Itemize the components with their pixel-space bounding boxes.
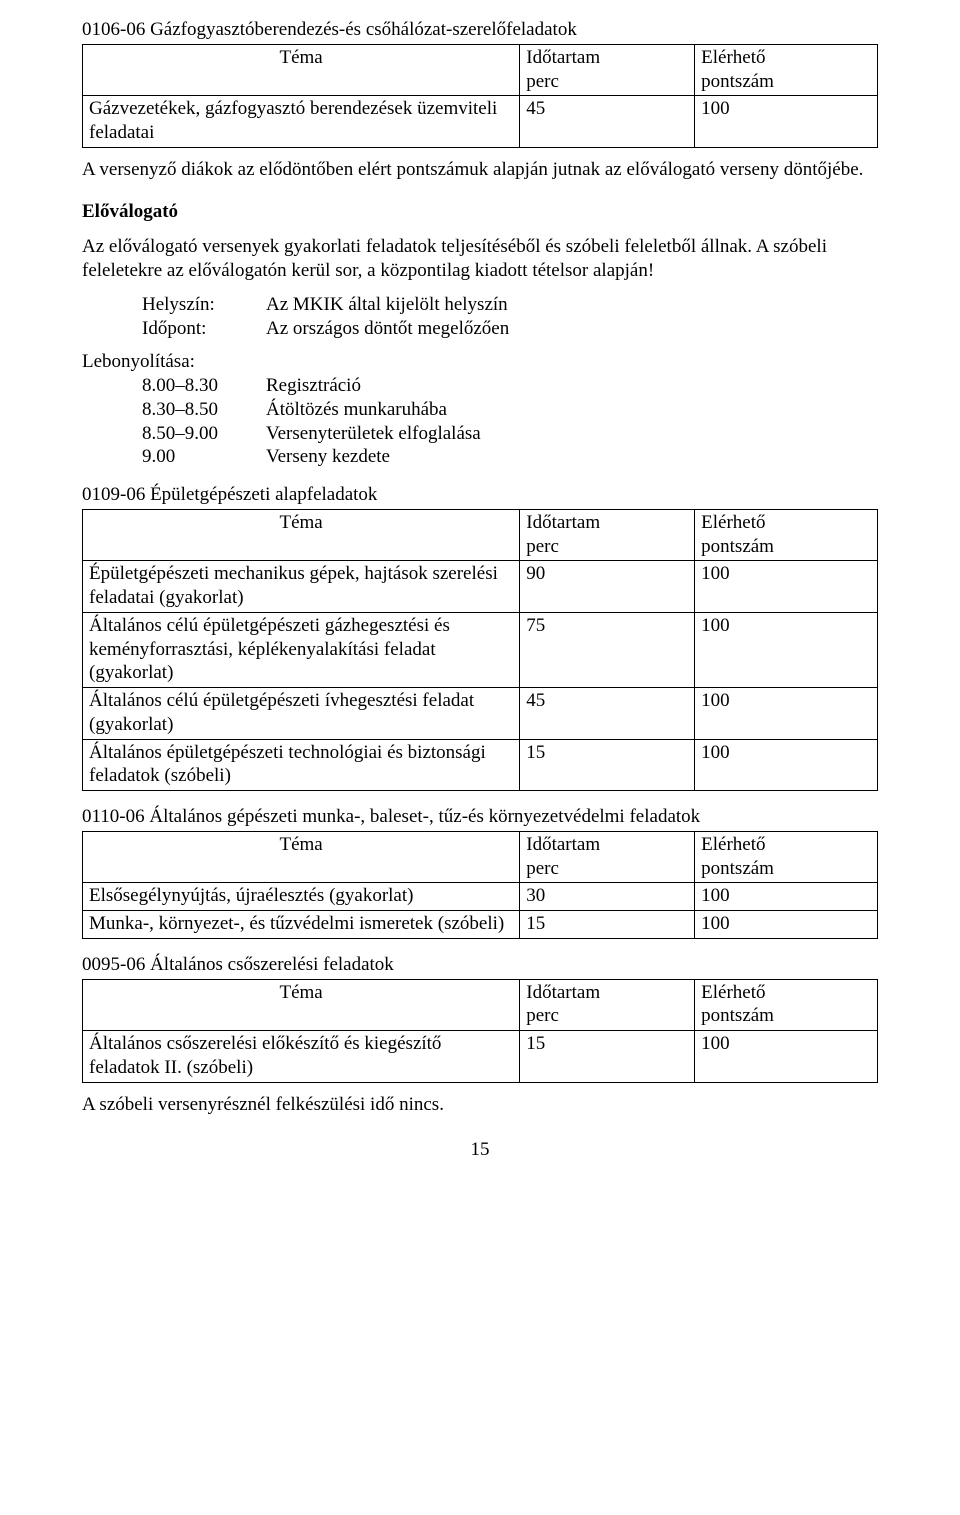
section3-title: 0110-06 Általános gépészeti munka-, bale… <box>82 805 878 829</box>
th-pontszam: Elérhető pontszám <box>695 44 878 96</box>
table-row: Általános célú épületgépészeti gázhegesz… <box>83 612 878 687</box>
th-idotartam-2: perc <box>526 536 559 557</box>
schedule-time: 8.30–8.50 <box>142 398 266 422</box>
cell-pont: 100 <box>695 911 878 939</box>
th-tema: Téma <box>83 44 520 96</box>
cell-pont: 100 <box>695 883 878 911</box>
cell-ido: 15 <box>520 1031 695 1083</box>
th-pontszam-2: pontszám <box>701 536 774 557</box>
kv-idopont-val: Az országos döntőt megelőzően <box>266 317 509 341</box>
schedule-time: 8.00–8.30 <box>142 374 266 398</box>
th-pontszam-1: Elérhető <box>701 982 765 1003</box>
cell-ido: 45 <box>520 688 695 740</box>
cell-tema: Általános épületgépészeti technológiai é… <box>83 739 520 791</box>
schedule-block: 8.00–8.30 Regisztráció 8.30–8.50 Átöltöz… <box>142 374 878 469</box>
table-row: Elsősegélynyújtás, újraélesztés (gyakorl… <box>83 883 878 911</box>
th-idotartam-1: Időtartam <box>526 512 600 533</box>
cell-pont: 100 <box>695 96 878 148</box>
table-row: Gázvezetékek, gázfogyasztó berendezések … <box>83 96 878 148</box>
schedule-text: Átöltözés munkaruhába <box>266 398 447 422</box>
th-pontszam-1: Elérhető <box>701 834 765 855</box>
schedule-time: 9.00 <box>142 445 266 469</box>
cell-tema: Gázvezetékek, gázfogyasztó berendezések … <box>83 96 520 148</box>
th-idotartam: Időtartam perc <box>520 831 695 883</box>
cell-pont: 100 <box>695 561 878 613</box>
table-row: Munka-, környezet-, és tűzvédelmi ismere… <box>83 911 878 939</box>
th-idotartam: Időtartam perc <box>520 979 695 1031</box>
schedule-text: Verseny kezdete <box>266 445 390 469</box>
th-pontszam: Elérhető pontszám <box>695 509 878 561</box>
cell-pont: 100 <box>695 612 878 687</box>
th-tema: Téma <box>83 831 520 883</box>
th-tema: Téma <box>83 979 520 1031</box>
table-3: Téma Időtartam perc Elérhető pontszám El… <box>82 831 878 939</box>
th-idotartam: Időtartam perc <box>520 509 695 561</box>
table-header-row: Téma Időtartam perc Elérhető pontszám <box>83 979 878 1031</box>
cell-ido: 90 <box>520 561 695 613</box>
th-pontszam-1: Elérhető <box>701 47 765 68</box>
table-header-row: Téma Időtartam perc Elérhető pontszám <box>83 44 878 96</box>
th-pontszam-2: pontszám <box>701 858 774 879</box>
th-pontszam-2: pontszám <box>701 1005 774 1026</box>
cell-tema: Általános célú épületgépészeti gázhegesz… <box>83 612 520 687</box>
schedule-row: 8.30–8.50 Átöltözés munkaruhába <box>142 398 878 422</box>
th-pontszam: Elérhető pontszám <box>695 831 878 883</box>
kv-helyszin-key: Helyszín: <box>142 293 266 317</box>
table-1: Téma Időtartam perc Elérhető pontszám Gá… <box>82 44 878 148</box>
closing-paragraph: A szóbeli versenyrésznél felkészülési id… <box>82 1093 878 1117</box>
cell-tema: Épületgépészeti mechanikus gépek, hajtás… <box>83 561 520 613</box>
section4-title: 0095-06 Általános csőszerelési feladatok <box>82 953 878 977</box>
th-idotartam-1: Időtartam <box>526 834 600 855</box>
th-pontszam-2: pontszám <box>701 71 774 92</box>
kv-idopont-key: Időpont: <box>142 317 266 341</box>
schedule-text: Regisztráció <box>266 374 361 398</box>
schedule-row: 8.00–8.30 Regisztráció <box>142 374 878 398</box>
cell-tema: Általános csőszerelési előkészítő és kie… <box>83 1031 520 1083</box>
table-row: Általános épületgépészeti technológiai é… <box>83 739 878 791</box>
th-idotartam: Időtartam perc <box>520 44 695 96</box>
kv-helyszin: Helyszín: Az MKIK által kijelölt helyszí… <box>142 293 878 317</box>
table-2: Téma Időtartam perc Elérhető pontszám Ép… <box>82 509 878 791</box>
th-pontszam-1: Elérhető <box>701 512 765 533</box>
cell-pont: 100 <box>695 739 878 791</box>
section1-title: 0106-06 Gázfogyasztóberendezés-és csőhál… <box>82 18 878 42</box>
cell-ido: 45 <box>520 96 695 148</box>
kv-idopont: Időpont: Az országos döntőt megelőzően <box>142 317 878 341</box>
paragraph-1: A versenyző diákok az elődöntőben elért … <box>82 158 878 182</box>
table-4: Téma Időtartam perc Elérhető pontszám Ál… <box>82 979 878 1083</box>
kv-block: Helyszín: Az MKIK által kijelölt helyszí… <box>142 293 878 341</box>
page-container: 0106-06 Gázfogyasztóberendezés-és csőhál… <box>0 0 960 1202</box>
th-idotartam-1: Időtartam <box>526 982 600 1003</box>
th-idotartam-1: Időtartam <box>526 47 600 68</box>
table-row: Általános csőszerelési előkészítő és kie… <box>83 1031 878 1083</box>
schedule-row: 9.00 Verseny kezdete <box>142 445 878 469</box>
cell-ido: 15 <box>520 739 695 791</box>
th-tema: Téma <box>83 509 520 561</box>
lebony-heading: Lebonyolítása: <box>82 350 878 374</box>
schedule-time: 8.50–9.00 <box>142 422 266 446</box>
cell-ido: 30 <box>520 883 695 911</box>
elovalogato-heading: Előválogató <box>82 200 878 224</box>
cell-tema: Általános célú épületgépészeti ívhegeszt… <box>83 688 520 740</box>
th-idotartam-2: perc <box>526 1005 559 1026</box>
cell-ido: 75 <box>520 612 695 687</box>
cell-ido: 15 <box>520 911 695 939</box>
schedule-row: 8.50–9.00 Versenyterületek elfoglalása <box>142 422 878 446</box>
th-idotartam-2: perc <box>526 858 559 879</box>
cell-tema: Munka-, környezet-, és tűzvédelmi ismere… <box>83 911 520 939</box>
th-pontszam: Elérhető pontszám <box>695 979 878 1031</box>
table-row: Általános célú épületgépészeti ívhegeszt… <box>83 688 878 740</box>
kv-helyszin-val: Az MKIK által kijelölt helyszín <box>266 293 508 317</box>
table-header-row: Téma Időtartam perc Elérhető pontszám <box>83 831 878 883</box>
page-number: 15 <box>82 1138 878 1162</box>
cell-pont: 100 <box>695 1031 878 1083</box>
cell-tema: Elsősegélynyújtás, újraélesztés (gyakorl… <box>83 883 520 911</box>
th-idotartam-2: perc <box>526 71 559 92</box>
cell-pont: 100 <box>695 688 878 740</box>
table-header-row: Téma Időtartam perc Elérhető pontszám <box>83 509 878 561</box>
schedule-text: Versenyterületek elfoglalása <box>266 422 481 446</box>
paragraph-2: Az előválogató versenyek gyakorlati fela… <box>82 235 878 283</box>
section2-title: 0109-06 Épületgépészeti alapfeladatok <box>82 483 878 507</box>
table-row: Épületgépészeti mechanikus gépek, hajtás… <box>83 561 878 613</box>
